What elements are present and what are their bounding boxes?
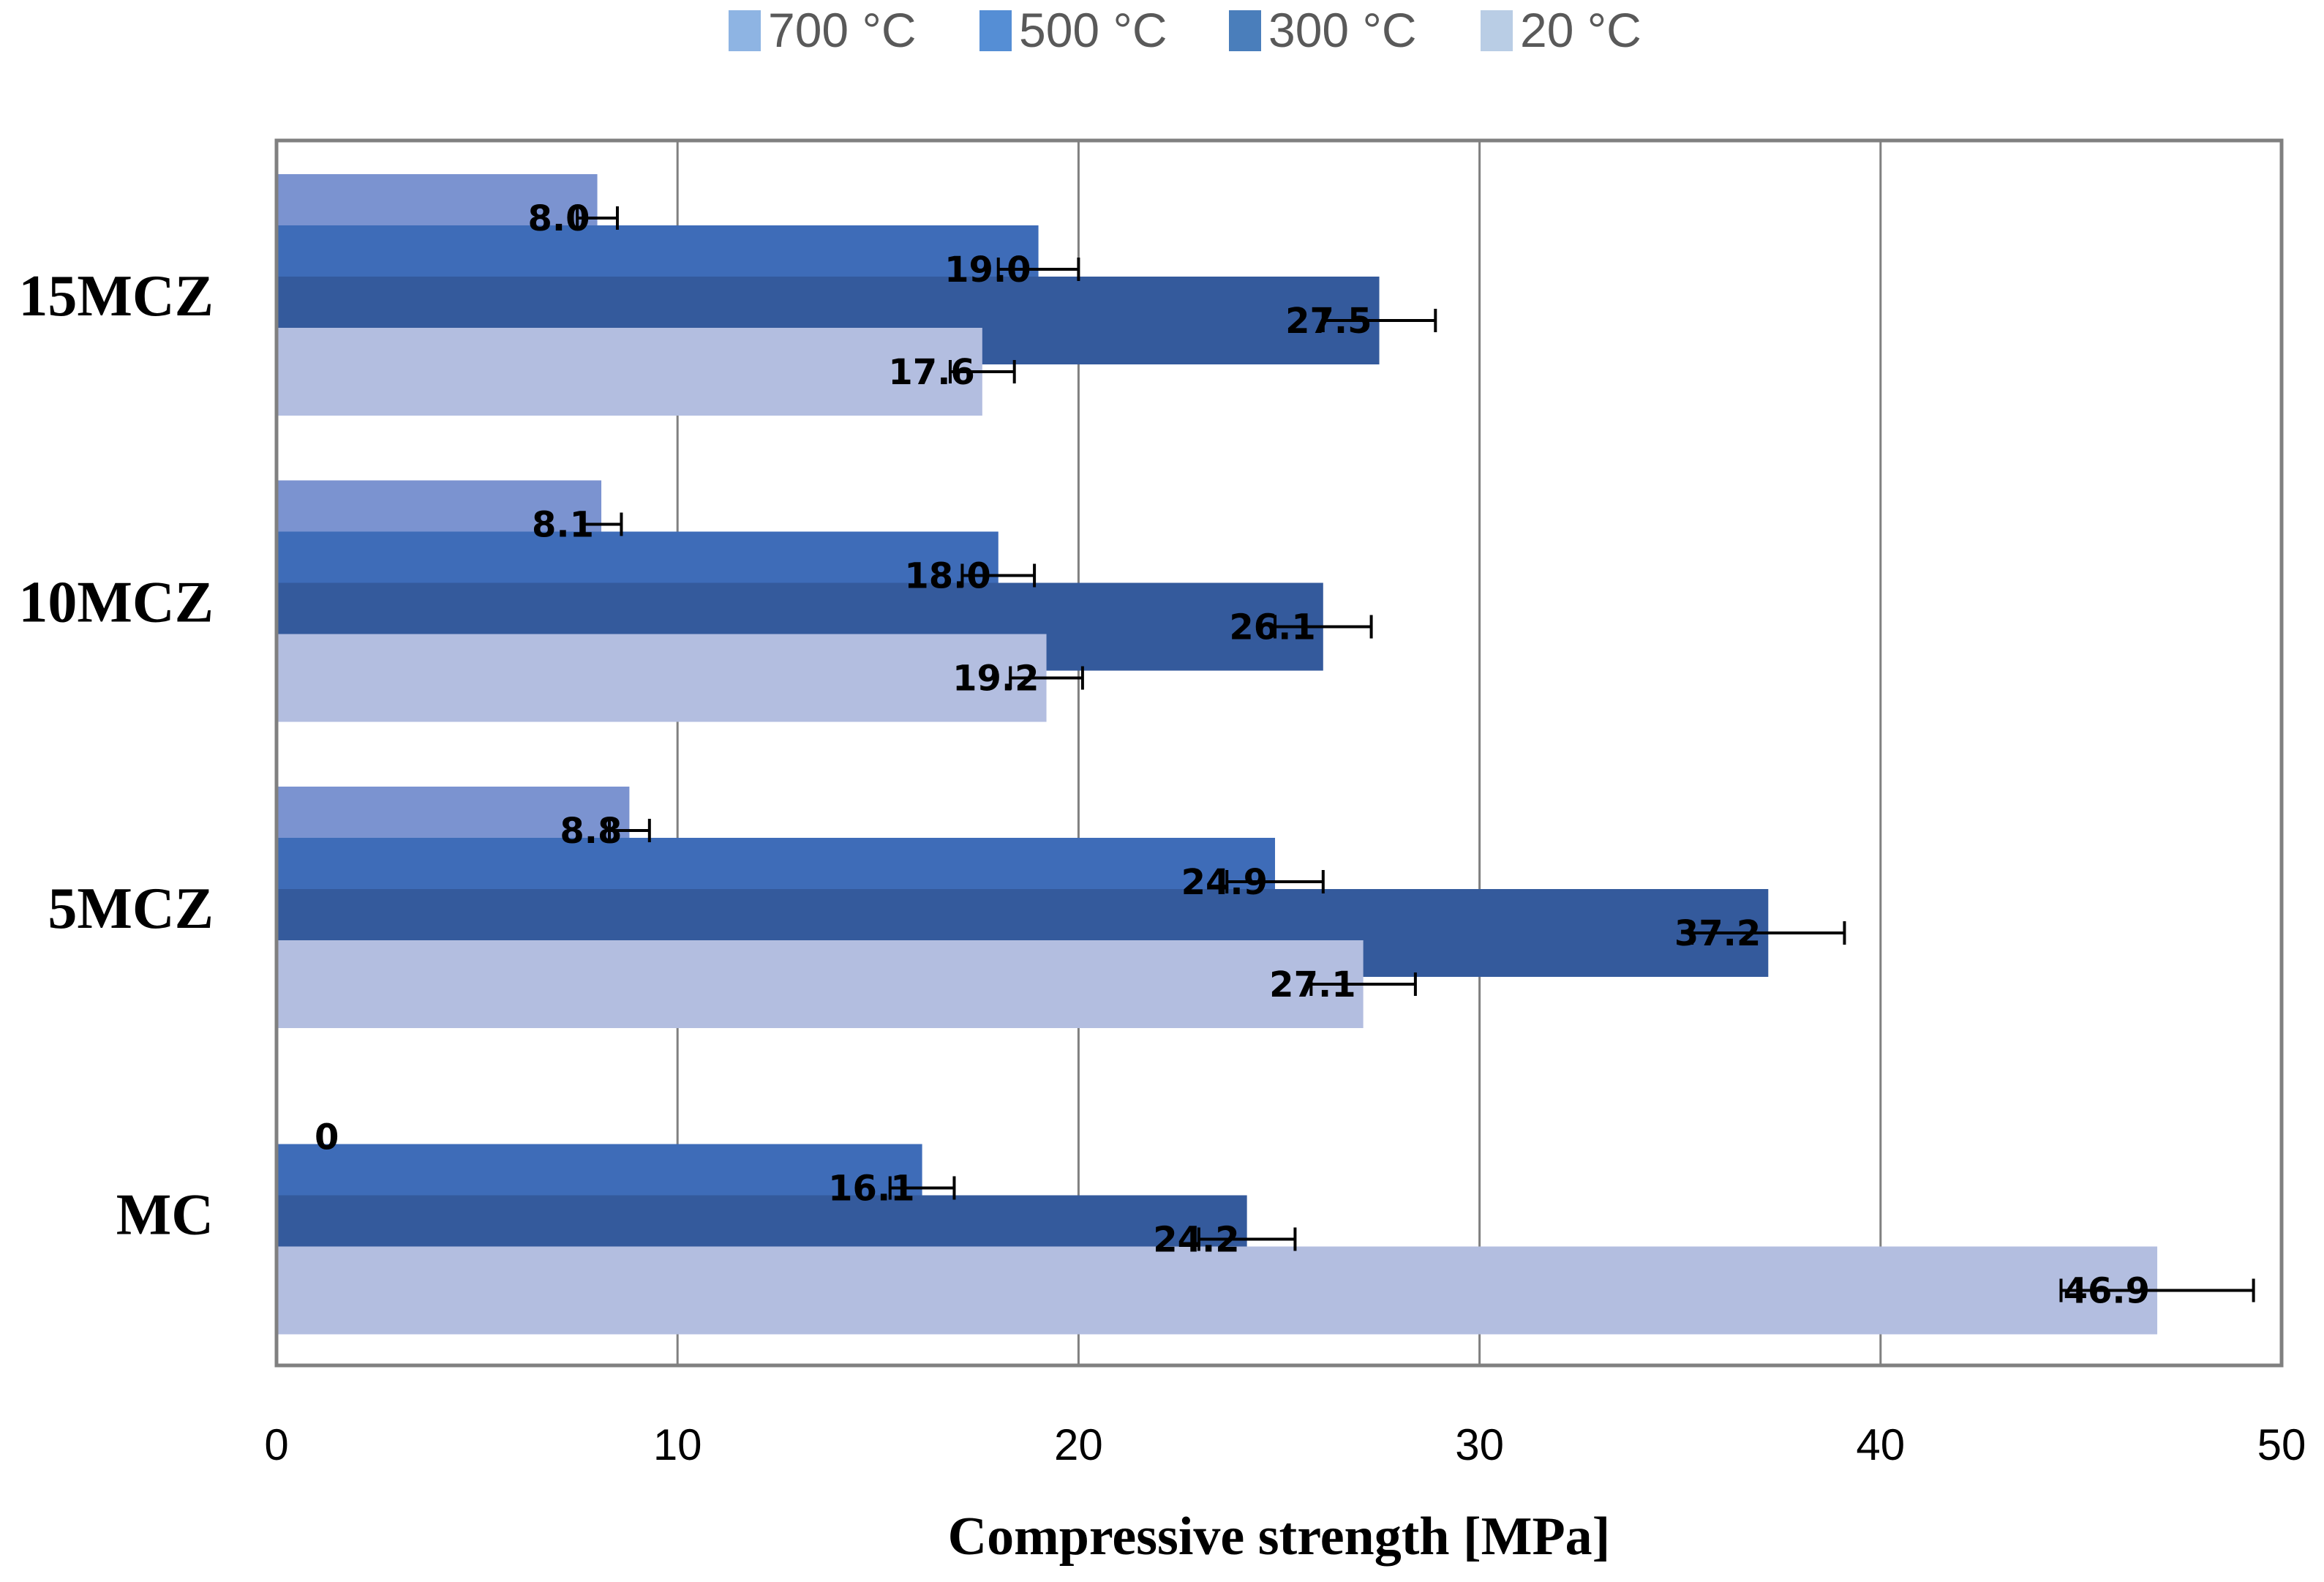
x-tick-label: 20 — [1054, 1420, 1103, 1469]
data-label: 8.0 — [528, 198, 590, 239]
data-label: 26.1 — [1229, 607, 1315, 648]
bar — [278, 634, 1047, 722]
bars — [278, 174, 2158, 1335]
data-labels: 8.0 19.0 27.5 17.6 8.1 18.0 26.1 19.2 8.8 24.9 37.… — [315, 198, 2150, 1312]
bar — [278, 940, 1364, 1028]
legend-label: 20 °C — [1520, 3, 1642, 57]
data-label: 19.2 — [952, 659, 1039, 700]
data-label: 24.2 — [1153, 1220, 1239, 1261]
legend-swatch — [979, 10, 1012, 51]
legend-swatch — [1229, 10, 1261, 51]
category-label-15mcz: 15MCZ — [18, 264, 214, 329]
error-bars — [576, 206, 2255, 1302]
category-label-mc: MC — [116, 1183, 214, 1248]
x-axis-ticks: 0 10 20 30 40 50 — [264, 1420, 2306, 1469]
x-tick-label: 30 — [1455, 1420, 1504, 1469]
data-label: 24.9 — [1181, 862, 1268, 903]
legend-label: 700 °C — [768, 3, 917, 57]
y-axis-categories: 15MCZ 10MCZ 5MCZ MC — [18, 264, 214, 1248]
legend-swatch — [1481, 10, 1513, 51]
x-tick-label: 50 — [2257, 1420, 2306, 1469]
x-tick-label: 0 — [264, 1420, 288, 1469]
legend: 700 °C 500 °C 300 °C 20 °C — [729, 3, 1642, 57]
data-label: 19.0 — [944, 250, 1031, 290]
data-label: 37.2 — [1674, 913, 1761, 954]
plot-area-frame — [274, 138, 2284, 1368]
bar — [278, 328, 982, 416]
legend-swatch — [729, 10, 761, 51]
bar — [278, 1246, 2158, 1335]
data-label: 16.1 — [828, 1169, 914, 1210]
x-axis-title: Compressive strength [MPa] — [948, 1507, 1611, 1567]
x-tick-label: 40 — [1856, 1420, 1905, 1469]
data-label: 17.6 — [888, 352, 974, 393]
category-label-5mcz: 5MCZ — [48, 877, 214, 941]
x-tick-label: 10 — [653, 1420, 702, 1469]
data-label: 27.5 — [1285, 301, 1372, 342]
data-label: 18.0 — [904, 556, 990, 597]
data-label: 8.1 — [532, 505, 594, 546]
legend-label: 500 °C — [1019, 3, 1167, 57]
data-label: 8.8 — [560, 811, 622, 852]
category-label-10mcz: 10MCZ — [18, 571, 214, 635]
data-label: 27.1 — [1269, 964, 1355, 1005]
data-label: 0 — [315, 1117, 339, 1158]
data-label: 46.9 — [2064, 1271, 2150, 1312]
legend-label: 300 °C — [1268, 3, 1417, 57]
